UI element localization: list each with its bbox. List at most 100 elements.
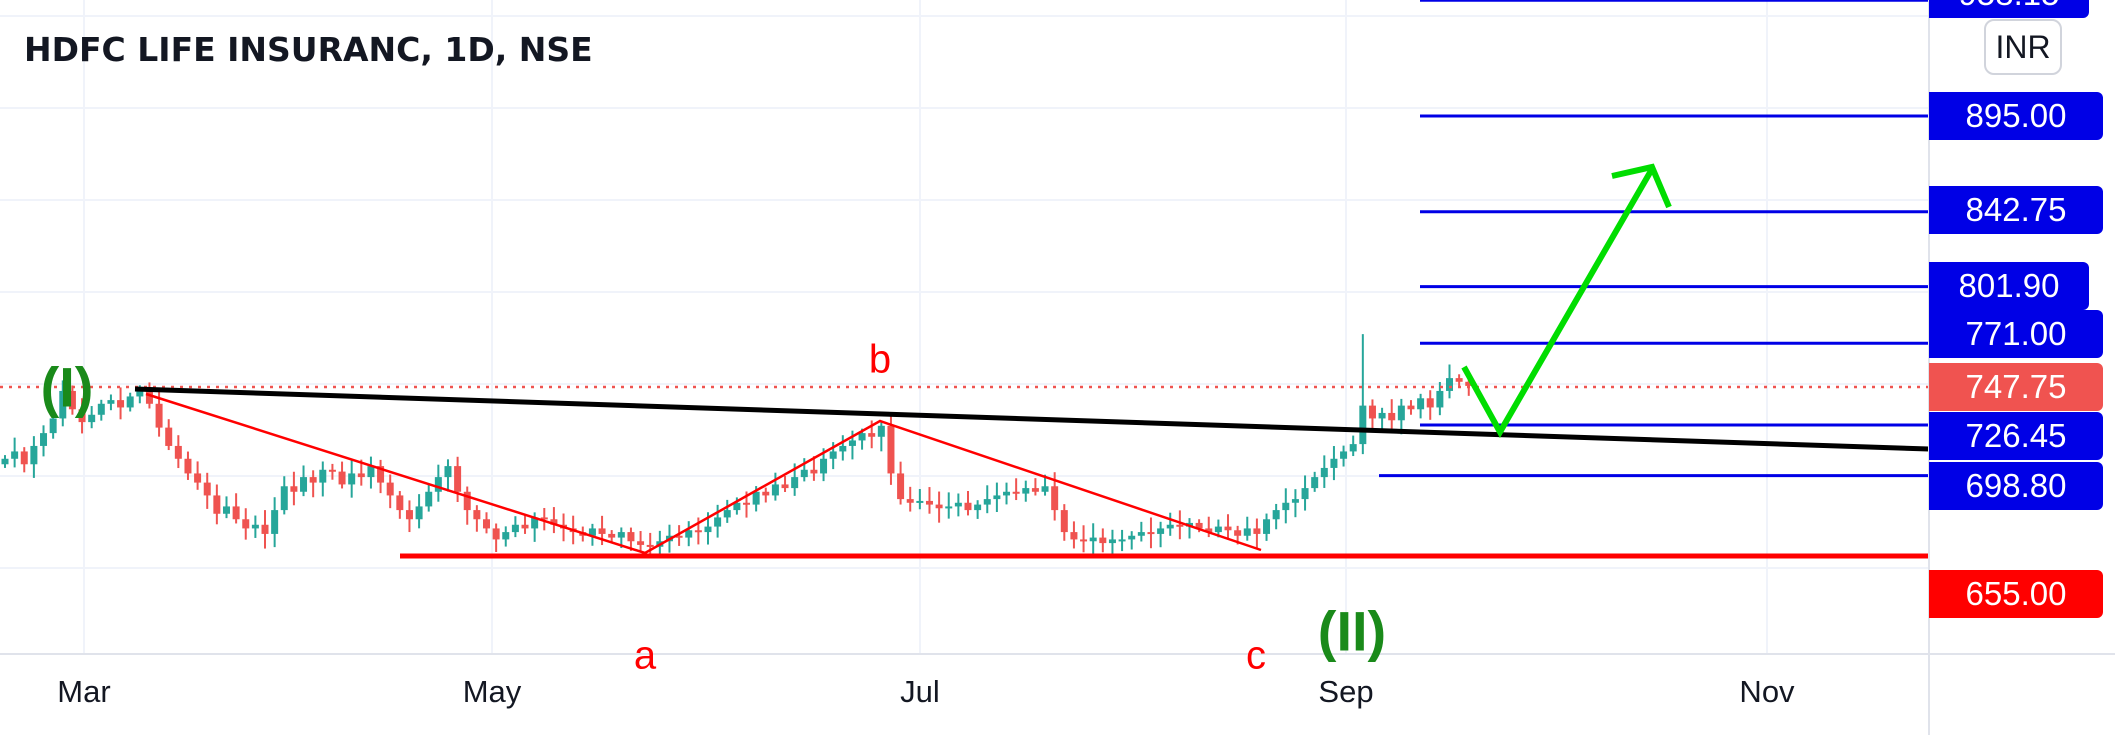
candle-body [733,502,741,511]
candle-body [1070,532,1078,540]
candle-body [425,491,433,507]
candle-body [1051,486,1059,511]
candle-body [145,390,153,404]
candle-body [1301,488,1309,500]
candle-body [309,477,317,483]
candle-body [1243,528,1251,536]
candle-body [540,517,548,520]
candle-body [1359,405,1367,445]
time-label: Nov [1739,674,1795,709]
candle-body [1205,528,1213,533]
time-label: Mar [57,674,111,709]
candle-body [1022,488,1030,494]
trendline[interactable] [134,386,1930,452]
candle-body [1397,405,1405,421]
candle-body [59,390,67,419]
candle-body [1118,539,1126,542]
candle-body [348,473,356,485]
candle-body [396,495,404,511]
candle-body [1214,526,1222,533]
candle-body [1031,488,1039,492]
candle-body [1012,491,1020,494]
candle-body [1417,398,1425,410]
candle-body [377,466,385,483]
candle-body [1311,477,1319,489]
candle-body [588,528,596,536]
candle-body [925,500,933,505]
candle-body [1291,499,1299,503]
candle-body [1388,412,1396,421]
candle-body [829,451,837,459]
candle-body [1108,539,1116,544]
candle-body [993,495,1001,500]
candle-body [251,524,259,529]
candle-body [290,486,298,492]
label-b: b [868,337,892,382]
candle-body [964,502,972,511]
abc-correction-lines[interactable] [145,392,1262,555]
candle-body [1195,522,1203,529]
candle-body [617,532,625,538]
candle-body [608,533,616,538]
candle-body [242,519,250,529]
candle-body [213,495,221,514]
candle-body [550,519,558,525]
candle-body [261,524,269,534]
candle-body [1157,528,1165,534]
candle-body [771,484,779,496]
candle-body [694,530,702,533]
candle-body [521,524,529,529]
candle-body [1465,381,1473,386]
candle-body [367,466,375,478]
candle-body [723,510,731,518]
candle-body [637,541,645,545]
candle-body [906,499,914,503]
candle-body [473,510,481,520]
candle-body [136,390,144,397]
candle-body [1455,378,1463,382]
candle-body [685,530,693,538]
candle-body [1128,535,1136,540]
time-label: Sep [1318,674,1374,709]
candle-body [328,469,336,472]
candle-body [1080,539,1088,542]
candle-body [405,510,413,520]
candle-body [1253,528,1261,534]
candle-body [1147,532,1155,535]
candle-body [174,445,182,459]
candle-body [20,451,28,465]
candle-body [800,469,808,478]
candle-body [434,477,442,492]
candle-body [232,506,240,520]
candle-body [117,400,125,408]
price-label-level: 895.00 [1929,92,2103,140]
candle-body [1320,467,1328,478]
projection-arrow[interactable] [1461,167,1655,439]
candle-body [983,499,991,505]
candle-body [935,504,943,509]
candle-body [868,433,876,437]
currency-button[interactable]: INR [1984,19,2062,75]
candle-body [858,433,866,441]
candle-body [762,491,770,496]
candle-body [752,491,760,505]
candle-body [675,535,683,538]
candle-body [839,445,847,452]
candle-body [916,500,924,503]
price-label-level: 801.90 [1929,262,2089,310]
candle-body [1176,524,1184,527]
price-label-level: 771.00 [1929,310,2103,358]
price-label-level: 726.45 [1929,412,2103,460]
candle-body [222,506,230,514]
candle-body [531,517,539,529]
candle-body [454,466,462,492]
candle-body [1263,519,1271,534]
candle-body [1137,532,1145,536]
candle-body [791,477,799,489]
candle-body [704,526,712,533]
candle-body [1089,537,1097,542]
candle-body [78,409,86,423]
candle-body [203,482,211,496]
candle-body [627,532,635,542]
